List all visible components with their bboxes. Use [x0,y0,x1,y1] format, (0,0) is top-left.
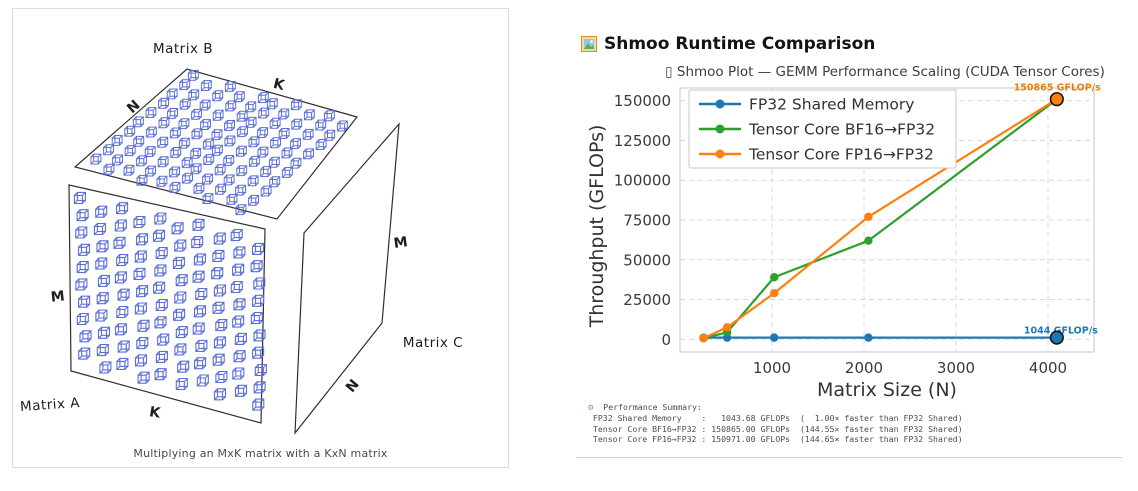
y-tick-label: 125000 [614,132,671,150]
y-tick-label: 25000 [623,291,671,309]
matrix-b-label: Matrix B [152,41,214,57]
diagram-caption: Multiplying an MxK matrix with a KxN mat… [133,447,388,460]
chart-title: ▯ Shmoo Plot — GEMM Performance Scaling … [665,64,1105,80]
series-marker [770,273,779,282]
panel-header: Shmoo Runtime Comparison [581,34,875,54]
y-tick-label: 50000 [623,251,671,269]
x-tick-label: 2000 [845,359,883,377]
y-tick-label: 0 [661,331,671,349]
y-tick-label: 150000 [614,92,671,110]
legend-item-label: FP32 Shared Memory [749,96,914,114]
end-marker [1049,92,1064,107]
framed-picture-icon [581,36,597,52]
summary-row: Tensor Core FP16→FP32 : 150971.00 GFLOPs… [588,434,963,445]
summary-row: Tensor Core BF16→FP32 : 150865.00 GFLOPs… [588,423,963,434]
value-annotation: 1044 GFLOP/s [1024,326,1098,337]
matrix-a-cubes [73,191,267,411]
value-annotation: 150865 GFLOP/s [1014,82,1101,93]
x-axis-label: Matrix Size (N) [817,379,957,400]
legend: FP32 Shared Memory Tensor Core BF16→FP32 T… [688,89,957,169]
gear-icon: ⚙ [588,403,594,413]
series-marker [864,333,873,342]
summary-heading: ⚙ Performance Summary: [588,402,702,413]
y-tick-label: 75000 [623,212,671,230]
end-marker [1049,330,1064,345]
matrix-c-face [294,122,400,435]
page-title: Shmoo Runtime Comparison [604,34,876,54]
matrix-b-face [73,68,359,220]
panel-bottom-rule [576,457,1122,458]
x-tick-label: 1000 [753,359,791,377]
matrix-c-label: Matrix C [402,335,464,351]
x-tick-label: 3000 [937,359,975,377]
series-marker [864,212,873,222]
matmul-diagram-panel: Matrix B K N M Matrix A K M Matrix C N M… [12,8,509,468]
series-marker [770,288,779,298]
series-marker [722,323,732,332]
dim-m-front-label: M [49,288,67,306]
dim-m-right-label: M [392,234,410,252]
performance-summary: ⚙ Performance Summary: FP32 Shared Memor… [588,402,963,445]
series-marker [864,236,873,245]
y-tick-label: 100000 [614,172,671,190]
matrix-b-cubes [90,69,348,216]
shmoo-chart-panel: Shmoo Runtime Comparison ▯ Shmoo Plot — … [568,28,1124,458]
matmul-cube-diagram [68,68,400,435]
series-marker [699,333,708,343]
y-axis-label: Throughput (GFLOPs) [586,125,608,329]
series-marker [770,333,779,342]
legend-item-label: Tensor Core FP16→FP32 [748,146,934,164]
shmoo-chart: ▯ Shmoo Plot — GEMM Performance Scaling … [586,64,1105,400]
legend-item-label: Tensor Core BF16→FP32 [748,121,935,139]
summary-row: FP32 Shared Memory : 1043.68 GFLOPs ( 1.… [588,413,963,424]
x-tick-label: 4000 [1029,359,1067,377]
